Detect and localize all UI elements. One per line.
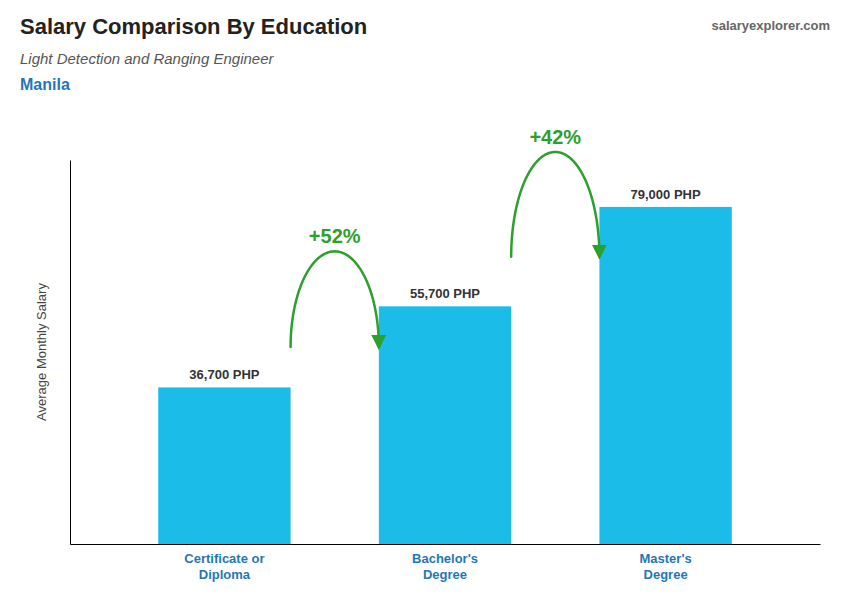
subtitle: Manila — [20, 76, 70, 93]
x-tick: Master'sDegree — [639, 551, 691, 582]
x-tick-label-line: Certificate or — [184, 551, 264, 566]
y-axis-title: Average Monthly Salary — [34, 283, 49, 421]
data-labels: 36,700 PHP 55,700 PHP 79,000 PHP — [189, 187, 701, 382]
change-arc — [291, 251, 379, 347]
change-arc — [511, 152, 599, 257]
data-label: 79,000 PHP — [631, 187, 701, 202]
plot: Certificate orDiplomaBachelor'sDegreeMas… — [71, 126, 821, 582]
x-tick: Certificate orDiploma — [184, 551, 264, 582]
y-axis — [70, 161, 71, 545]
x-tick-label-line: Diploma — [199, 567, 251, 582]
chart-container: Salary Comparison By Education Light Dete… — [0, 0, 850, 606]
data-label: 55,700 PHP — [410, 286, 480, 301]
x-tick-label: Bachelor'sDegree — [412, 551, 478, 582]
y-axis-line — [70, 161, 71, 545]
change-annotations: +52% +42% — [291, 126, 600, 347]
x-tick-label: Certificate orDiploma — [184, 551, 264, 582]
x-axis-line — [71, 544, 821, 545]
subtitle: Light Detection and Ranging Engineer — [20, 50, 275, 67]
data-label: 36,700 PHP — [189, 367, 259, 382]
x-tick-label: Master'sDegree — [639, 551, 691, 582]
bars — [158, 207, 732, 544]
bar — [599, 207, 731, 544]
x-tick: Bachelor'sDegree — [412, 551, 478, 582]
change-label: +42% — [529, 126, 581, 148]
bar — [379, 306, 511, 544]
x-axis: Certificate orDiplomaBachelor'sDegreeMas… — [71, 545, 821, 582]
title: Salary Comparison By Education — [20, 14, 367, 39]
x-tick-label-line: Master's — [639, 551, 691, 566]
chart-svg: Salary Comparison By Education Light Dete… — [0, 0, 850, 606]
x-tick-label-line: Degree — [423, 567, 467, 582]
source: salaryexplorer.com — [711, 18, 830, 33]
x-tick-label-line: Degree — [644, 567, 688, 582]
change-label: +52% — [309, 225, 361, 247]
x-tick-label-line: Bachelor's — [412, 551, 478, 566]
bar — [158, 387, 290, 544]
